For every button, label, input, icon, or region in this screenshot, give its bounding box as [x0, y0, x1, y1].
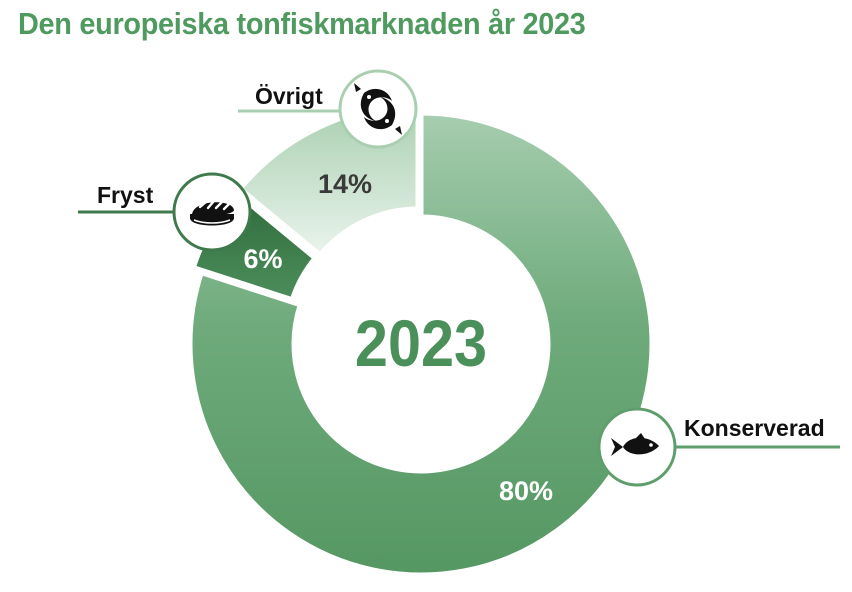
fish-icon: [611, 433, 659, 456]
category-label-fryst: Fryst: [97, 182, 154, 208]
value-label-fryst: 6%: [243, 244, 282, 274]
center-label: 2023: [355, 307, 487, 381]
category-label-konserverad: Konserverad: [684, 415, 825, 441]
value-label-konserverad: 80%: [499, 476, 553, 506]
badge-fryst: [172, 172, 252, 252]
value-label-ovrigt: 14%: [318, 169, 372, 199]
category-label-ovrigt: Övrigt: [255, 83, 323, 109]
badge-ovrigt: [338, 69, 418, 149]
badge-konserverad: [597, 407, 677, 487]
yin-yang-fish-icon: [354, 83, 402, 135]
slice-konserverad: [187, 110, 655, 578]
page-title: Den europeiska tonfiskmarknaden år 2023: [18, 6, 586, 41]
sushi-icon: [190, 199, 234, 226]
